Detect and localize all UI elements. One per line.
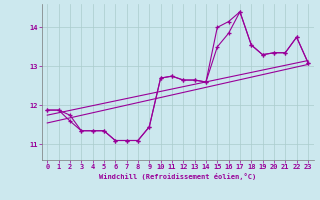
X-axis label: Windchill (Refroidissement éolien,°C): Windchill (Refroidissement éolien,°C) — [99, 173, 256, 180]
